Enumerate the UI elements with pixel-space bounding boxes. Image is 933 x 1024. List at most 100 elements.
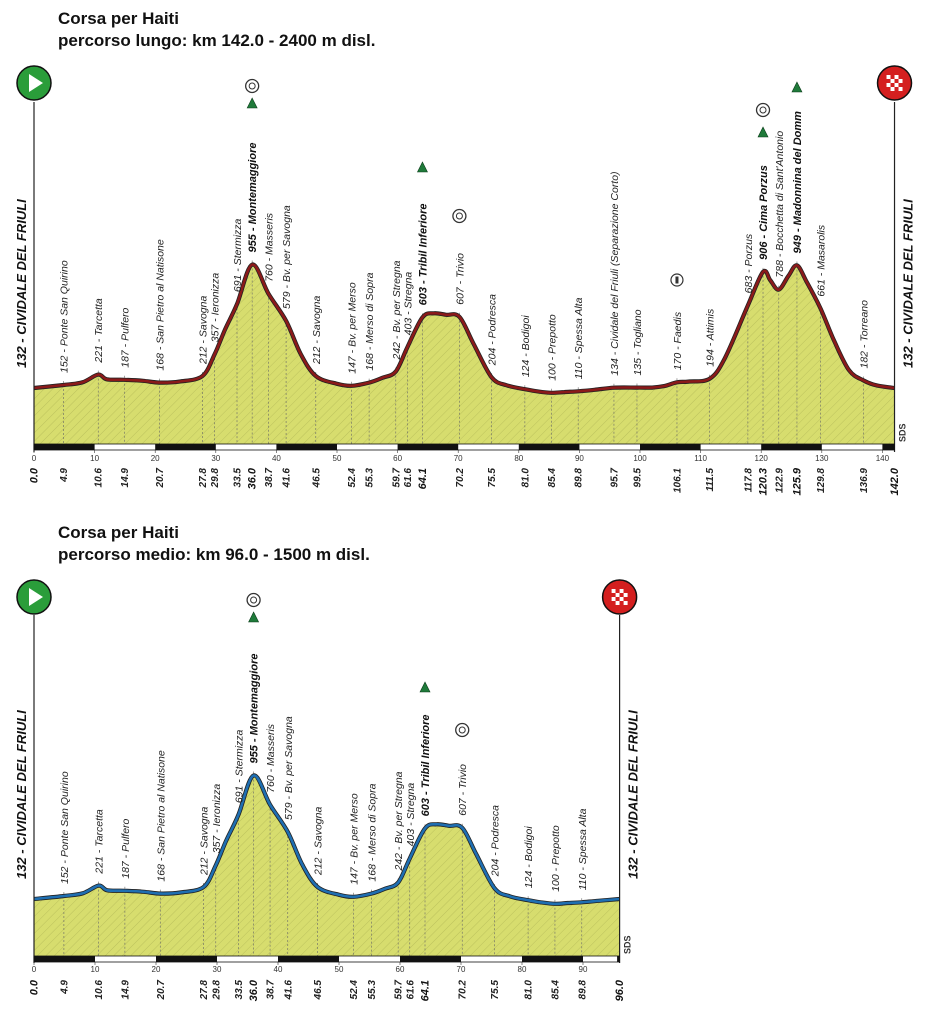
waypoint-label: 152 - Ponte San Quirino xyxy=(59,260,71,373)
km-bar-segment xyxy=(522,956,583,962)
km-label: 27.8 xyxy=(199,980,210,1001)
waypoint-label: 603 - Tribil Inferiore xyxy=(420,714,432,816)
food-icon-plate xyxy=(455,212,463,220)
waypoint-label: 168 - San Pietro al Natisone xyxy=(154,239,166,370)
start-location-label: 132 - CIVIDALE DEL FRIULI xyxy=(14,199,29,368)
checker-cell xyxy=(623,589,628,593)
km-label: 136.9 xyxy=(859,468,870,493)
chart-2-title: Corsa per Haiti percorso medio: km 96.0 … xyxy=(58,522,370,566)
waypoint-label: 949 - Madonnina del Domm xyxy=(792,111,804,254)
x-tick-label: 50 xyxy=(333,454,342,463)
x-tick-label: 10 xyxy=(90,454,99,463)
gpm-triangle-icon xyxy=(757,126,769,138)
km-label: 29.8 xyxy=(211,980,222,1001)
x-tick-label: 80 xyxy=(514,454,523,463)
km-label: 117.8 xyxy=(743,468,754,493)
gpm-triangle-icon xyxy=(416,161,428,173)
chart-1-title-text: Corsa per Haiti xyxy=(58,9,179,28)
checker-cell xyxy=(615,597,620,601)
chart-1-title: Corsa per Haiti percorso lungo: km 142.0… xyxy=(58,8,375,52)
profile-hatch xyxy=(34,264,895,444)
checker-cell xyxy=(890,75,895,79)
x-tick-label: 90 xyxy=(575,454,584,463)
km-label: 95.7 xyxy=(609,468,620,488)
gpm-triangle-icon xyxy=(246,97,258,109)
km-label: 85.4 xyxy=(550,980,561,1000)
waypoint-label: 168 - San Pietro al Natisone xyxy=(155,750,167,881)
x-tick-label: 20 xyxy=(152,965,161,974)
waypoint-label: 204 - Podresca xyxy=(487,294,499,366)
checker-cell xyxy=(894,83,899,87)
x-tick-label: 60 xyxy=(393,454,402,463)
km-label: 111.5 xyxy=(705,468,716,492)
waypoint-label: 403 - Stregna xyxy=(405,783,417,847)
km-label: 61.6 xyxy=(403,468,414,488)
waypoint-label: 760 - Masseris xyxy=(265,723,277,793)
x-tick-label: 0 xyxy=(32,454,37,463)
food-icon-plate xyxy=(248,82,256,90)
km-label: 14.9 xyxy=(120,980,131,1000)
x-tick-label: 70 xyxy=(454,454,463,463)
waypoint-label: 357 - Ieronizza xyxy=(211,784,223,854)
checker-cell xyxy=(886,79,891,83)
finish-location-label: 132 - CIVIDALE DEL FRIULI xyxy=(626,710,641,879)
waypoint-label: 124 - Bodigoi xyxy=(520,315,532,378)
waypoint-label: 110 - Spessa Alta xyxy=(577,808,589,890)
play-icon xyxy=(16,579,52,615)
km-label: 125.9 xyxy=(791,467,803,495)
waypoint-label: 147 - Bv. per Merso xyxy=(347,282,359,374)
km-label: 38.7 xyxy=(264,468,275,488)
km-bar-segment xyxy=(156,956,217,962)
waypoint-label: 242 - Bv. per Stregna xyxy=(393,771,405,871)
km-label: 61.6 xyxy=(405,980,416,1000)
checker-cell xyxy=(619,597,624,601)
km-label: 27.8 xyxy=(198,468,209,489)
km-label: 4.9 xyxy=(59,980,70,995)
food-icon-ring xyxy=(245,78,260,94)
x-tick-label: 10 xyxy=(91,965,100,974)
km-label: 99.5 xyxy=(632,468,643,488)
km-label: 38.7 xyxy=(266,980,277,1000)
waypoint-label: 221 - Tarcetta xyxy=(94,809,106,875)
checker-cell xyxy=(623,601,628,605)
km-label: 20.7 xyxy=(156,980,167,1001)
x-tick-label: 50 xyxy=(335,965,344,974)
km-label: 81.0 xyxy=(520,468,531,488)
waypoint-label: 661 - Masarolis xyxy=(816,224,828,297)
km-label: 20.7 xyxy=(155,468,166,489)
km-label: 85.4 xyxy=(547,468,558,488)
x-tick-label: 110 xyxy=(694,454,707,463)
km-label: 64.1 xyxy=(420,980,432,1001)
checker-cell xyxy=(615,593,620,597)
km-bar-end xyxy=(617,956,620,962)
food-station-icon xyxy=(246,592,261,608)
waypoint-label: 788 - Bocchetta di Sant'Antonio xyxy=(774,131,786,278)
km-label: 36.0 xyxy=(248,979,260,1001)
profile-line xyxy=(33,263,895,395)
km-label: 59.7 xyxy=(394,980,405,1000)
checker-cell xyxy=(623,597,628,601)
gpm-triangle-icon xyxy=(419,681,431,693)
finish-location-label: 132 - CIVIDALE DEL FRIULI xyxy=(901,199,916,368)
chart-2-subtitle-text: percorso medio: km 96.0 - 1500 m disl. xyxy=(58,545,370,564)
km-label: 10.6 xyxy=(94,980,105,1000)
checkered-flag-icon xyxy=(601,579,638,615)
km-label: 46.5 xyxy=(311,468,322,489)
waypoint-label: 607 - Trivio xyxy=(457,764,469,816)
waypoint-label: 168 - Merso di Sopra xyxy=(366,783,378,881)
km-label: 33.5 xyxy=(233,468,244,488)
km-label: 55.3 xyxy=(367,980,378,1000)
km-bar-segment xyxy=(761,444,822,450)
food-icon-ring xyxy=(246,592,261,608)
start-location-label: 132 - CIVIDALE DEL FRIULI xyxy=(14,710,29,879)
waypoint-label: 357 - Ieronizza xyxy=(210,273,222,343)
checker-cell xyxy=(619,593,624,597)
profile-line xyxy=(33,774,620,906)
waypoint-label: 242 - Bv. per Stregna xyxy=(391,260,403,360)
km-bar-segment xyxy=(276,444,337,450)
food-icon-plate xyxy=(250,596,258,604)
km-label: 75.5 xyxy=(487,468,498,488)
km-label: 52.4 xyxy=(349,980,360,1000)
waypoint-label: 955 - Montemaggiore xyxy=(247,143,259,253)
